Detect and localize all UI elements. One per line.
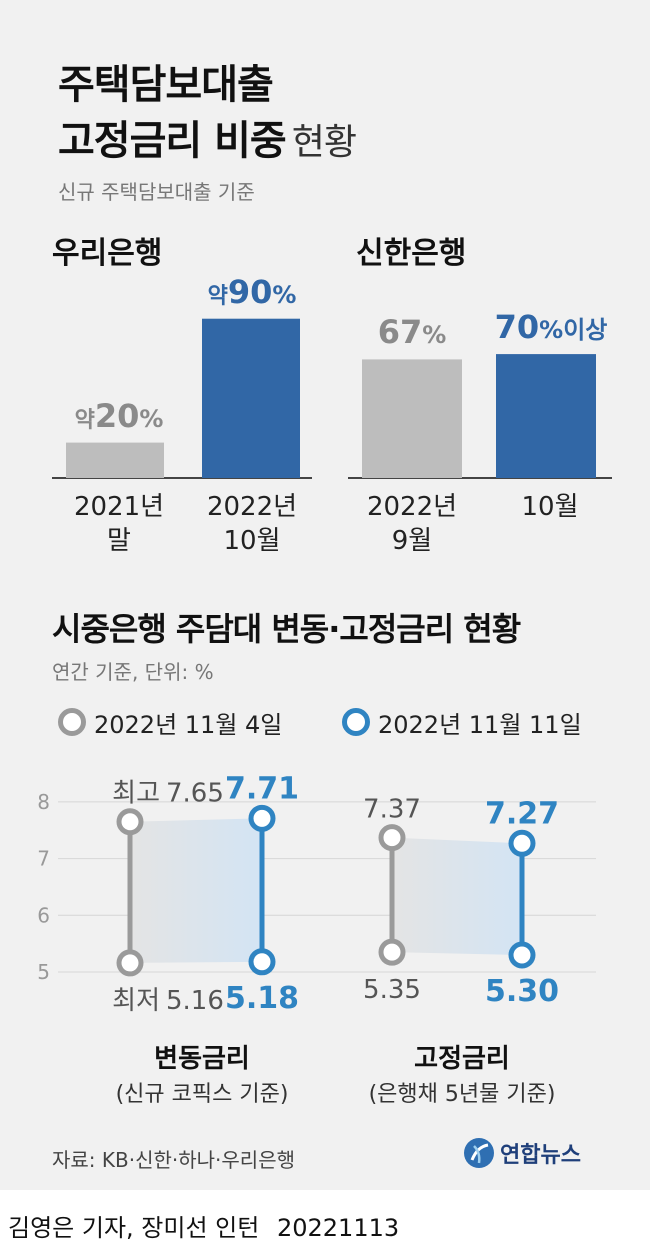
- range-high-label: 7.65: [166, 779, 224, 809]
- group-label-variable: 변동금리: [154, 1044, 250, 1074]
- bar-label-woori-2021: 약20%: [74, 396, 164, 435]
- category-label-woori-2021: 2021년 말: [73, 492, 165, 556]
- y-tick-label: 7: [37, 847, 50, 871]
- range-low-label: 5.18: [225, 981, 299, 1016]
- group-label-fixed: 고정금리: [414, 1044, 510, 1074]
- range-point-low: [248, 948, 276, 976]
- range-low-label: 5.35: [363, 975, 421, 1005]
- bar-woori-2021: [66, 442, 164, 478]
- range-high-label: 7.27: [485, 796, 559, 831]
- range-point-high: [116, 808, 144, 836]
- legend-marker-blue-icon: [342, 708, 370, 736]
- source-note: 자료: KB·신한·하나·우리은행: [52, 1148, 296, 1172]
- range-point-high: [508, 829, 536, 857]
- range-point-low: [378, 938, 406, 966]
- bar-shinhan-sep: [362, 359, 462, 478]
- legend-item-nov4: 2022년 11월 4일: [58, 704, 282, 740]
- rate-chart-subtitle: 연간 기준, 단위: %: [52, 660, 214, 684]
- yonhap-logo: 연합뉴스: [462, 1136, 581, 1170]
- range-band: [130, 818, 262, 963]
- rate-chart-title: 시중은행 주담대 변동·고정금리 현황: [52, 610, 521, 648]
- subtitle: 신규 주택담보대출 기준: [58, 180, 255, 204]
- title-line1: 주택담보대출: [58, 62, 274, 108]
- group-sub-fixed: (은행채 5년물 기준): [368, 1082, 556, 1107]
- range-high-label: 7.71: [225, 771, 299, 806]
- range-high-label: 7.37: [363, 795, 421, 825]
- range-point-high: [248, 804, 276, 832]
- bank-title-woori: 우리은행: [52, 236, 163, 271]
- group-sub-variable: (신규 코픽스 기준): [115, 1082, 289, 1107]
- category-label-shinhan-oct: 10월: [521, 492, 579, 522]
- bar-label-shinhan-sep: 67%: [377, 313, 447, 352]
- y-tick-label: 5: [37, 960, 50, 984]
- max-label: 최고: [112, 779, 160, 809]
- infographic-panel: [0, 0, 650, 1190]
- legend-marker-gray-icon: [58, 708, 86, 736]
- y-tick-label: 8: [37, 790, 50, 814]
- range-low-label: 5.16: [166, 986, 224, 1016]
- yonhap-globe-icon: [464, 1138, 494, 1168]
- range-band: [392, 837, 522, 955]
- min-label: 최저: [112, 986, 160, 1016]
- title-line2: 고정금리 비중 현황: [58, 108, 357, 166]
- range-low-label: 5.30: [485, 974, 559, 1009]
- category-label-shinhan-sep: 2022년 9월: [366, 492, 458, 556]
- title-line2-bold: 고정금리 비중: [58, 118, 287, 164]
- bank-title-shinhan: 신한은행: [356, 236, 467, 271]
- legend-item-nov11: 2022년 11월 11일: [342, 704, 582, 740]
- yonhap-logo-text: 연합뉴스: [500, 1143, 581, 1168]
- bar-label-shinhan-oct: 70%이상: [494, 308, 608, 347]
- bar-woori-2022: [202, 318, 300, 478]
- y-tick-label: 6: [37, 903, 50, 927]
- bank-bar-charts: [52, 318, 612, 479]
- credit-line: 김영은 기자, 장미선 인턴 20221113: [8, 1208, 399, 1243]
- title-line2-light: 현황: [291, 122, 357, 163]
- range-point-low: [116, 949, 144, 977]
- range-point-low: [508, 941, 536, 969]
- category-label-woori-2022: 2022년 10월: [206, 492, 298, 556]
- credit-names: 김영은 기자, 장미선 인턴: [8, 1214, 260, 1242]
- credit-date: 20221113: [276, 1214, 400, 1242]
- bar-label-woori-2022: 약90%: [207, 272, 297, 311]
- bar-shinhan-oct: [496, 354, 596, 478]
- range-point-high: [378, 824, 406, 852]
